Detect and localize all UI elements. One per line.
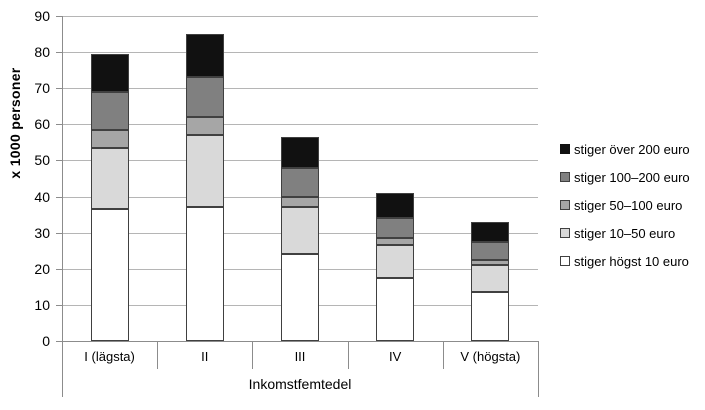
bar-segment xyxy=(281,254,319,341)
gridline xyxy=(62,124,538,125)
bar-segment xyxy=(471,292,509,341)
x-category-label: II xyxy=(201,349,209,364)
x-category-label: I (lägsta) xyxy=(84,349,135,364)
bar-segment xyxy=(281,207,319,254)
bar-segment xyxy=(91,130,129,148)
legend-item: stiger 100–200 euro xyxy=(560,169,690,185)
y-tick-label: 40 xyxy=(34,189,50,205)
bar-segment xyxy=(186,34,224,77)
y-tick-mark xyxy=(56,269,62,270)
y-tick-label: 0 xyxy=(42,333,50,349)
bar-segment xyxy=(186,77,224,117)
y-tick-mark xyxy=(56,160,62,161)
bar-segment xyxy=(471,260,509,265)
bar-segment xyxy=(186,117,224,135)
bar-segment xyxy=(186,207,224,341)
bar-segment xyxy=(281,197,319,207)
bar-segment xyxy=(376,278,414,341)
legend-label: stiger 100–200 euro xyxy=(574,169,690,185)
x-category-separator xyxy=(252,341,253,369)
x-category-label: IV xyxy=(389,349,402,364)
y-tick-label: 20 xyxy=(34,261,50,277)
y-tick-mark xyxy=(56,52,62,53)
y-tick-mark xyxy=(56,305,62,306)
bar-segment xyxy=(91,54,129,92)
legend-swatch-icon xyxy=(560,228,570,238)
gridline xyxy=(62,16,538,17)
legend-swatch-icon xyxy=(560,200,570,210)
x-axis-line xyxy=(62,341,538,342)
bar-segment xyxy=(281,137,319,168)
x-category-label: III xyxy=(294,349,306,364)
y-tick-mark xyxy=(56,341,62,342)
bar-segment xyxy=(376,193,414,218)
legend-label: stiger 10–50 euro xyxy=(574,225,676,241)
y-tick-label: 80 xyxy=(34,44,50,60)
legend-item: stiger högst 10 euro xyxy=(560,253,690,269)
x-axis-title: Inkomstfemtedel xyxy=(248,376,352,392)
bar-segment xyxy=(91,148,129,209)
bar-segment xyxy=(471,222,509,242)
x-category-separator xyxy=(443,341,444,369)
x-category-label: V (högsta) xyxy=(460,349,521,364)
bar-segment xyxy=(186,135,224,207)
bar-segment xyxy=(376,245,414,278)
bar-segment xyxy=(91,209,129,341)
legend-swatch-icon xyxy=(560,144,570,154)
x-axis-right-boundary xyxy=(538,341,539,397)
y-tick-mark xyxy=(56,16,62,17)
y-tick-label: 90 xyxy=(34,8,50,24)
legend-label: stiger högst 10 euro xyxy=(574,253,689,269)
y-tick-label: 10 xyxy=(34,297,50,313)
x-category-separator xyxy=(348,341,349,369)
y-tick-mark xyxy=(56,88,62,89)
y-tick-mark xyxy=(56,197,62,198)
legend-label: stiger 50–100 euro xyxy=(574,197,683,213)
y-axis-line xyxy=(62,16,63,397)
bar-segment xyxy=(471,242,509,260)
bar-segment xyxy=(376,238,414,245)
bar-segment xyxy=(281,168,319,197)
bar-segment xyxy=(91,92,129,130)
bar-segment xyxy=(376,218,414,238)
gridline xyxy=(62,52,538,53)
y-tick-mark xyxy=(56,233,62,234)
legend-item: stiger 50–100 euro xyxy=(560,197,690,213)
y-tick-label: 60 xyxy=(34,116,50,132)
legend-swatch-icon xyxy=(560,172,570,182)
y-tick-label: 30 xyxy=(34,225,50,241)
y-tick-label: 70 xyxy=(34,80,50,96)
legend-label: stiger över 200 euro xyxy=(574,141,690,157)
bar-segment xyxy=(471,265,509,292)
y-tick-label: 50 xyxy=(34,152,50,168)
y-tick-mark xyxy=(56,124,62,125)
x-category-separator xyxy=(157,341,158,369)
gridline xyxy=(62,88,538,89)
legend-item: stiger 10–50 euro xyxy=(560,225,690,241)
legend-item: stiger över 200 euro xyxy=(560,141,690,157)
legend-swatch-icon xyxy=(560,256,570,266)
legend: stiger över 200 euro stiger 100–200 euro s… xyxy=(560,141,690,283)
